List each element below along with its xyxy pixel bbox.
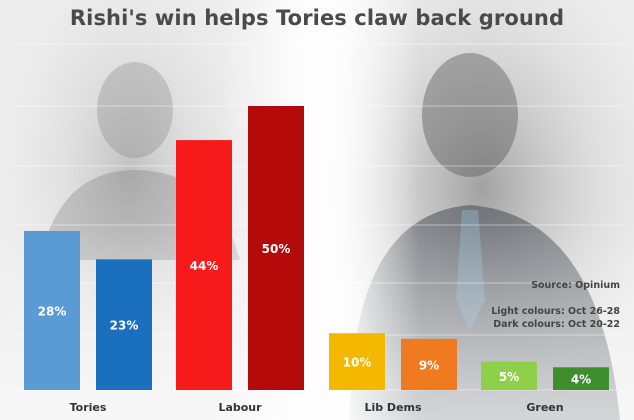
bar-value-label: 23% [110, 319, 139, 333]
bar-lib-dems-light [329, 333, 385, 390]
category-label: Tories [70, 401, 107, 414]
bar-labour-light [176, 140, 232, 390]
bar-value-labels: 28% 23% 44% 50% 10% 9% 5% 4% [38, 242, 592, 387]
left-figure-head [97, 62, 173, 158]
bar-tories-dark [96, 259, 152, 390]
chart-title: Rishi's win helps Tories claw back groun… [69, 6, 565, 30]
category-label: Lib Dems [364, 401, 422, 414]
bar-tories-light [24, 230, 80, 390]
category-label: Green [526, 401, 563, 414]
category-label: Labour [218, 401, 262, 414]
bar-value-label: 9% [419, 358, 439, 372]
bar-value-label: 4% [571, 373, 591, 387]
bar-lib-dems-dark [401, 338, 457, 390]
bar-labour-dark [248, 106, 304, 390]
bar-value-label: 50% [262, 242, 291, 256]
right-figure-head [422, 53, 518, 177]
bar-value-label: 28% [38, 304, 67, 318]
bar-green-light [481, 361, 537, 390]
bar-green-dark [553, 367, 609, 390]
legend-dark-note: Dark colours: Oct 20-22 [493, 319, 620, 330]
bar-value-label: 44% [190, 259, 219, 273]
bars [24, 106, 609, 390]
category-labels: Tories Labour Lib Dems Green [70, 401, 564, 414]
bar-value-label: 10% [343, 356, 372, 370]
source-note: Source: Opinium [531, 280, 620, 291]
legend-light-note: Light colours: Oct 26-28 [491, 306, 620, 317]
bar-value-label: 5% [499, 370, 519, 384]
